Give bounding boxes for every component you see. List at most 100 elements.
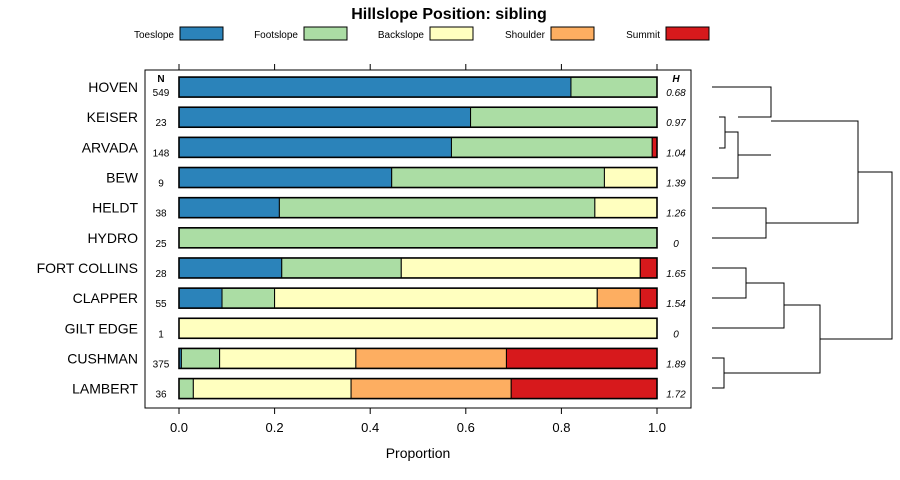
legend-swatch bbox=[429, 26, 474, 41]
bar-rows: HOVEN 549 0.68 KEISER 23 0.97 ARVADA 148 1.04 BEW… bbox=[37, 76, 686, 401]
x-tick-label: 0.0 bbox=[170, 420, 188, 435]
h-value: 1.04 bbox=[666, 148, 686, 159]
h-value: 1.65 bbox=[666, 269, 686, 280]
bar-segment-backslope bbox=[219, 347, 357, 369]
h-value: 0.68 bbox=[666, 88, 686, 99]
bar-row: LAMBERT 36 1.72 bbox=[72, 377, 686, 401]
bar-outline bbox=[178, 106, 658, 129]
chart-title: Hillslope Position: sibling bbox=[351, 6, 547, 23]
category-label: GILT EDGE bbox=[65, 320, 138, 336]
n-value: 9 bbox=[158, 179, 164, 190]
category-label: BEW bbox=[106, 170, 139, 186]
category-label: CLAPPER bbox=[73, 290, 138, 306]
bar-outline bbox=[178, 347, 658, 370]
n-header: N bbox=[157, 74, 164, 85]
bar-outline bbox=[178, 196, 658, 219]
bar-segment-footslope bbox=[470, 106, 658, 128]
bar-segment-footslope bbox=[221, 287, 276, 309]
category-label: HOVEN bbox=[88, 79, 138, 95]
bar-row: KEISER 23 0.97 bbox=[87, 106, 686, 129]
bar-row: BEW 9 1.39 bbox=[106, 166, 686, 190]
x-tick-label: 0.4 bbox=[361, 420, 379, 435]
bar-outline bbox=[178, 317, 658, 340]
bar-segment-summit bbox=[639, 287, 658, 309]
bar-segment-summit bbox=[505, 347, 658, 369]
bar-segment-footslope bbox=[178, 227, 658, 249]
bar-outline bbox=[178, 166, 658, 189]
bar-outline bbox=[178, 257, 658, 279]
x-tick-label: 0.8 bbox=[552, 420, 570, 435]
legend-label: Summit bbox=[626, 30, 660, 41]
x-tick-label: 0.6 bbox=[457, 420, 475, 435]
bar-row: GILT EDGE 1 0 bbox=[65, 317, 679, 340]
bar-segment-footslope bbox=[281, 257, 402, 279]
legend-swatch bbox=[303, 26, 348, 41]
h-value: 1.26 bbox=[666, 209, 686, 220]
bar-segment-footslope bbox=[450, 136, 653, 158]
bar-outline bbox=[178, 227, 658, 249]
category-label: HELDT bbox=[92, 200, 138, 216]
category-label: FORT COLLINS bbox=[37, 260, 138, 276]
bar-segment-toeslope bbox=[178, 76, 572, 98]
bar-segment-footslope bbox=[278, 197, 596, 219]
bar-segment-shoulder bbox=[355, 347, 507, 369]
plot-frame bbox=[144, 69, 692, 409]
dendrogram bbox=[712, 86, 893, 389]
bar-segment-shoulder bbox=[350, 378, 512, 400]
x-axis-title: Proportion bbox=[386, 445, 451, 461]
bar-segment-toeslope bbox=[178, 106, 472, 128]
legend-swatch bbox=[665, 26, 710, 41]
bar-segment-backslope bbox=[274, 287, 598, 309]
n-value: 148 bbox=[153, 148, 170, 159]
bar-row: FORT COLLINS 28 1.65 bbox=[37, 257, 686, 280]
n-value: 28 bbox=[155, 269, 167, 280]
bar-segment-footslope bbox=[178, 378, 194, 400]
category-label: CUSHMAN bbox=[67, 350, 138, 366]
n-value: 36 bbox=[155, 390, 167, 401]
n-value: 38 bbox=[155, 209, 167, 220]
bar-row: HOVEN 549 0.68 bbox=[88, 76, 686, 99]
category-label: KEISER bbox=[87, 109, 138, 125]
n-value: 55 bbox=[155, 299, 167, 310]
chart-legend: Toeslope Footslope Backslope Shoulder Summit bbox=[134, 26, 710, 41]
dendrogram-branch bbox=[820, 171, 893, 340]
bar-row: CLAPPER 55 1.54 bbox=[73, 287, 686, 310]
h-value: 1.39 bbox=[666, 179, 686, 190]
x-tick-label: 1.0 bbox=[648, 420, 666, 435]
n-value: 549 bbox=[153, 88, 170, 99]
bar-segment-backslope bbox=[178, 317, 658, 339]
dendrogram-branch bbox=[712, 357, 725, 389]
category-label: LAMBERT bbox=[72, 381, 138, 397]
n-value: 23 bbox=[155, 118, 167, 129]
bar-outline bbox=[178, 136, 658, 159]
legend-swatch bbox=[550, 26, 595, 41]
bar-segment-shoulder bbox=[596, 287, 641, 309]
h-value: 0 bbox=[673, 329, 679, 340]
bar-segment-backslope bbox=[603, 167, 658, 189]
bar-outline bbox=[178, 76, 658, 98]
bar-row: ARVADA 148 1.04 bbox=[82, 136, 686, 159]
category-label: ARVADA bbox=[82, 139, 139, 155]
x-axis: 0.0 0.2 0.4 0.6 0.8 1.0 bbox=[170, 64, 666, 435]
n-value: 1 bbox=[158, 329, 164, 340]
bar-segment-footslope bbox=[391, 167, 605, 189]
bar-segment-backslope bbox=[400, 257, 641, 279]
bar-segment-summit bbox=[639, 257, 658, 279]
bar-row: HELDT 38 1.26 bbox=[92, 196, 686, 220]
n-value: 375 bbox=[153, 359, 170, 370]
h-value: 0 bbox=[673, 239, 679, 250]
n-value: 25 bbox=[155, 239, 167, 250]
bar-segment-backslope bbox=[594, 197, 658, 219]
bar-outline bbox=[178, 377, 658, 400]
h-header: H bbox=[672, 74, 680, 85]
bar-segment-toeslope bbox=[178, 167, 393, 189]
legend-label: Shoulder bbox=[505, 30, 546, 41]
h-value: 1.89 bbox=[666, 359, 686, 370]
h-value: 1.54 bbox=[666, 299, 686, 310]
bar-segment-footslope bbox=[570, 76, 658, 98]
bar-segment-toeslope bbox=[178, 136, 452, 158]
h-value: 0.97 bbox=[666, 118, 686, 129]
bar-segment-backslope bbox=[192, 378, 352, 400]
bar-row: HYDRO 25 0 bbox=[87, 227, 679, 250]
legend-label: Toeslope bbox=[134, 30, 174, 41]
